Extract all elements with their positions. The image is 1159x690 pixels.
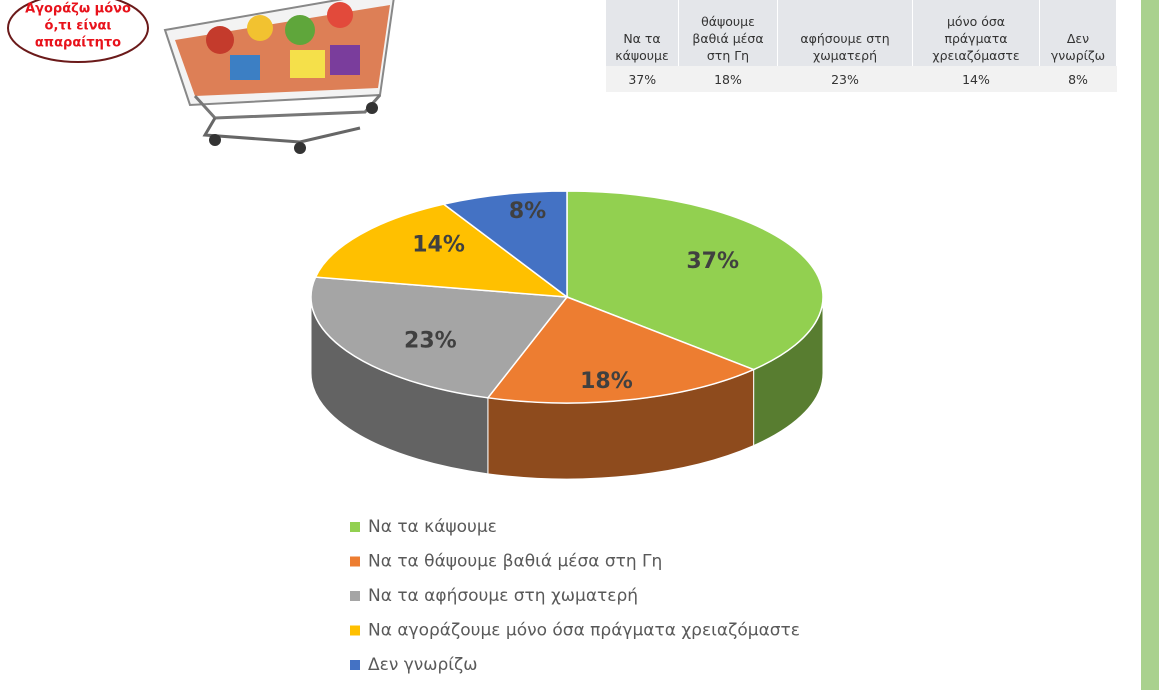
legend-swatch [350,626,360,636]
data-label: 8% [509,199,546,224]
value-cell: 8% [1040,66,1117,92]
chart: Αγοράζω μόνο ό,τι είναι απαραίτητο 37%18… [0,0,1159,690]
legend: Να τα κάψουμε Να τα θάψουμε βαθιά μέσα στ… [350,517,800,675]
legend-label: Να τα κάψουμε [368,517,497,537]
page: Αγοράζω μόνο ό,τι είναι απαραίτητο 37%18… [0,0,1159,690]
data-label: 37% [686,249,739,274]
legend-label: Να τα θάψουμε βαθιά μέσα στη Γη [368,552,662,572]
header-text: χωματερή [781,47,909,64]
header-text: κάψουμε [609,47,675,64]
badge-text: Αγοράζω μόνο [25,2,131,17]
header-text: θάψουμε [682,13,774,30]
cart-image [165,0,410,154]
header-text: Δεν [1043,30,1113,47]
value-cell: 14% [913,66,1040,92]
legend-label: Δεν γνωρίζω [368,655,478,675]
legend-swatch [350,557,360,567]
header-text: βαθιά μέσα [682,30,774,47]
data-label: 23% [404,329,457,354]
legend-label: Να τα αφήσουμε στη χωματερή [368,586,638,606]
legend-swatch [350,660,360,670]
value-cell: 18% [679,66,778,92]
legend-swatch [350,522,360,532]
header-text: πράγματα [916,30,1036,47]
header-text: γνωρίζω [1043,47,1113,64]
side-bar [1141,0,1159,690]
value-cell: 23% [778,66,913,92]
badge-text: απαραίτητο [35,36,121,51]
header-text: μόνο όσα [916,13,1036,30]
header-text: Να τα [609,30,675,47]
table-row: 37%18%23%14%8% [606,66,1117,92]
value-cell: 37% [606,66,679,92]
data-label: 14% [412,232,465,257]
data-label: 18% [580,369,633,394]
badge-text: ό,τι είναι [45,19,112,34]
header-text: χρειαζόμαστε [916,47,1036,64]
legend-swatch [350,591,360,601]
header-text: αφήσουμε στη [781,30,909,47]
header-text: στη Γη [682,47,774,64]
legend-label: Να αγοράζουμε μόνο όσα πράγματα χρειαζόμ… [368,621,800,641]
pie: 37% 18% 23% 14% 8% [311,191,823,479]
